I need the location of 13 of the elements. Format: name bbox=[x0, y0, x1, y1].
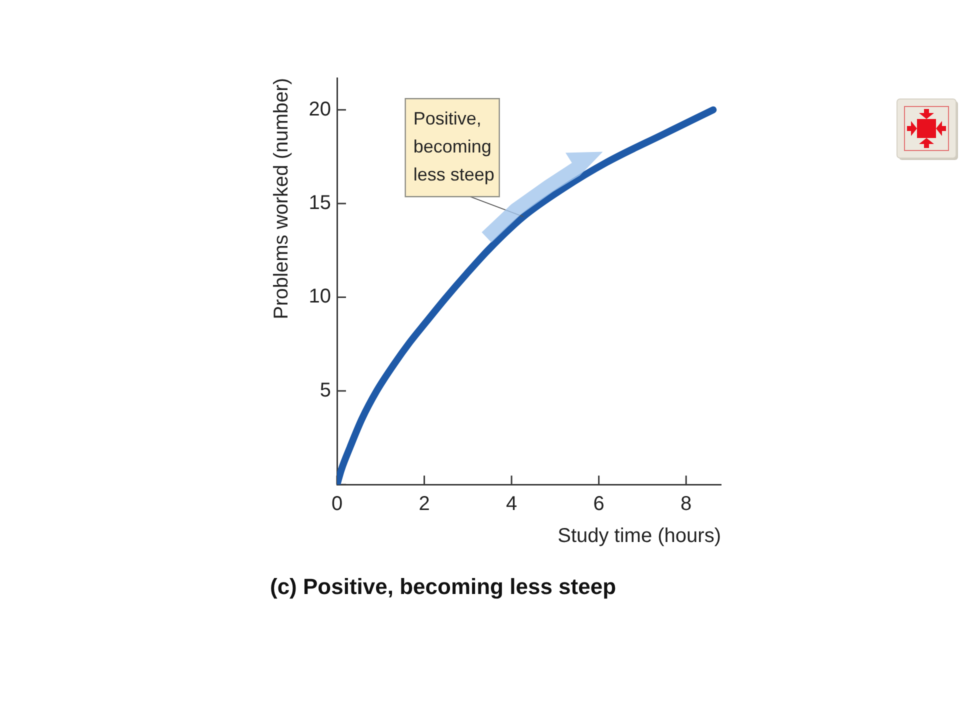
x-tick-label: 8 bbox=[680, 493, 692, 516]
x-axis-title: Study time (hours) bbox=[558, 525, 721, 548]
y-tick-label: 20 bbox=[308, 98, 331, 120]
y-tick-label: 5 bbox=[320, 379, 331, 402]
text: (c) Positive, becoming less steep bbox=[270, 574, 616, 599]
x-tick-label: 2 bbox=[418, 493, 430, 516]
y-axis-title: Problems worked (number) bbox=[270, 78, 293, 320]
y-tick-label: 15 bbox=[308, 192, 331, 214]
x-tick-label: 0 bbox=[331, 493, 343, 516]
x-tick-label: 6 bbox=[593, 493, 604, 516]
annotation: Positive, becoming less steep bbox=[413, 108, 494, 185]
y-tick-label: 10 bbox=[308, 286, 331, 308]
x-tick-label: 4 bbox=[506, 493, 518, 516]
